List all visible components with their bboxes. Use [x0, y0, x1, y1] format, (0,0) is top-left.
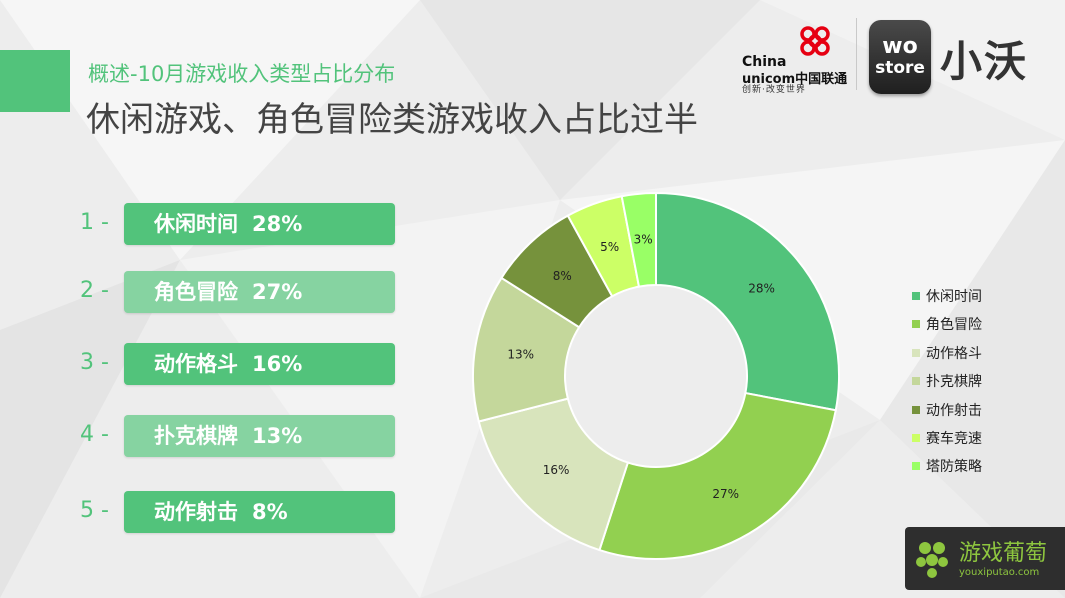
- badge-url: youxiputao.com: [959, 567, 1040, 578]
- ranking-pill: 角色冒险 27%: [124, 271, 395, 313]
- rank-number: 3 -: [80, 350, 109, 375]
- page-subtitle: 概述-10月游戏收入类型占比分布: [88, 62, 396, 86]
- donut-data-label: 27%: [712, 487, 739, 501]
- legend-label: 角色冒险: [926, 317, 982, 334]
- badge-name: 游戏葡萄: [959, 541, 1048, 566]
- legend-label: 赛车竞速: [926, 430, 982, 447]
- legend-swatch: [912, 348, 920, 357]
- ranking-pill: 动作射击 8%: [124, 491, 395, 533]
- donut-data-label: 3%: [634, 233, 653, 247]
- unicom-knot-icon: [800, 26, 830, 56]
- unicom-text-line1: China: [742, 54, 787, 70]
- ranking-category: 休闲时间: [154, 212, 238, 236]
- legend-swatch: [912, 405, 920, 414]
- wostore-logo-line2: store: [875, 58, 925, 78]
- wostore-logo-line1: wo: [882, 34, 918, 59]
- legend-swatch: [912, 433, 920, 442]
- ranking-percent: 13%: [252, 424, 303, 448]
- donut-data-label: 5%: [600, 240, 619, 254]
- ranking-percent: 27%: [252, 280, 303, 304]
- page-title: 休闲游戏、角色冒险类游戏收入占比过半: [86, 100, 698, 140]
- legend-label: 塔防策略: [926, 459, 982, 476]
- unicom-slogan: 创新·改变世界: [742, 85, 806, 95]
- ranking-percent: 28%: [252, 212, 303, 236]
- rank-number: 2 -: [80, 278, 109, 303]
- wostore-logo: wo store: [869, 20, 931, 94]
- legend-swatch: [912, 462, 920, 471]
- rank-number: 5 -: [80, 498, 109, 523]
- legend-label: 扑克棋牌: [926, 374, 982, 391]
- logo-divider: [856, 18, 857, 90]
- legend-label: 动作格斗: [926, 345, 982, 362]
- donut-slice: [655, 191, 840, 412]
- grape-icon: [916, 542, 948, 578]
- donut-data-label: 13%: [507, 348, 534, 362]
- legend-swatch: [912, 292, 920, 300]
- legend-label: 休闲时间: [926, 289, 982, 305]
- donut-data-label: 16%: [543, 463, 570, 477]
- ranking-category: 扑克棋牌: [154, 424, 238, 448]
- ranking-pill: 扑克棋牌 13%: [124, 415, 395, 457]
- youxiputao-badge: 游戏葡萄 youxiputao.com: [905, 527, 1065, 590]
- ranking-category: 动作格斗: [154, 352, 238, 376]
- ranking-pill: 休闲时间 28%: [124, 203, 395, 245]
- ranking-pill: 动作格斗 16%: [124, 343, 395, 385]
- ranking-percent: 8%: [252, 500, 288, 524]
- donut-data-label: 8%: [553, 269, 572, 283]
- rank-number: 4 -: [80, 422, 109, 447]
- donut-slice: [598, 391, 837, 560]
- legend-swatch: [912, 377, 920, 386]
- ranking-category: 角色冒险: [154, 280, 238, 304]
- legend-swatch: [912, 320, 920, 329]
- legend-label: 动作射击: [926, 402, 982, 419]
- ranking-percent: 16%: [252, 352, 303, 376]
- unicom-text-line2: unicom中国联通: [742, 72, 848, 87]
- donut-slice: [620, 191, 657, 288]
- rank-number: 1 -: [80, 210, 109, 235]
- china-unicom-logo: China unicom中国联通 创新·改变世界: [738, 22, 848, 95]
- ranking-category: 动作射击: [154, 500, 238, 524]
- accent-bar: [0, 50, 70, 112]
- donut-slice: [477, 397, 630, 552]
- donut-data-label: 28%: [748, 282, 775, 296]
- wo-brand-name: 小沃: [940, 37, 1029, 86]
